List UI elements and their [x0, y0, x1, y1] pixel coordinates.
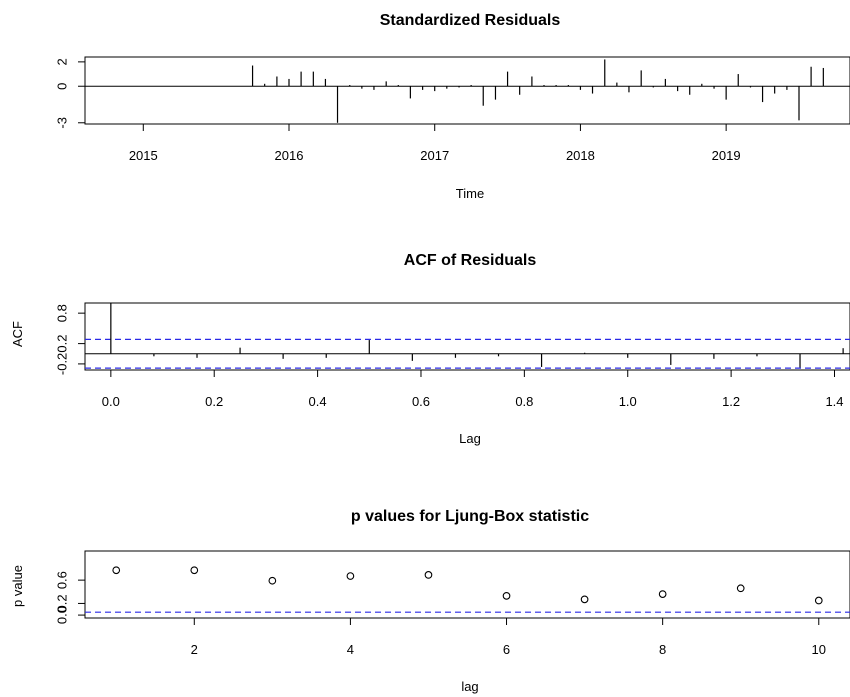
p-value-point — [502, 592, 511, 600]
ljung-box-ylabel: p value — [10, 565, 25, 607]
residuals-x-tick-label: 2017 — [420, 148, 449, 163]
acf-x-tick-label: 0.2 — [205, 394, 223, 409]
residuals-y-tick-label: -3 — [55, 117, 70, 129]
acf-panel: ACF of Residuals Lag ACF 0.0 0.2 0.4 0.6 0.8… — [10, 252, 850, 446]
residuals-x-tick-label: 2018 — [566, 148, 595, 163]
ljung-box-plot-frame — [84, 550, 850, 619]
p-value-point — [658, 590, 667, 598]
p-value-point — [736, 584, 745, 593]
ljung-box-y-tick-label: 0.6 — [55, 571, 70, 589]
p-value-point — [814, 596, 823, 605]
p-value-point — [112, 566, 121, 575]
standardized-residuals-title: Standardized Residuals — [380, 12, 561, 29]
acf-x-tick-label: 1.2 — [722, 394, 740, 409]
ljung-box-x-tick-label: 8 — [659, 642, 666, 657]
residuals-plot-frame — [84, 56, 850, 125]
acf-xlabel: Lag — [459, 431, 481, 446]
standardized-residuals-panel: Standardized Residuals Time 2015 2016 2017… — [55, 12, 850, 201]
p-value-point — [580, 595, 589, 604]
ljung-box-x-tick-label: 2 — [191, 642, 198, 657]
standardized-residuals-xlabel: Time — [456, 186, 484, 201]
p-value-point — [346, 572, 355, 580]
acf-y-tick-label: 0.8 — [55, 304, 70, 322]
acf-x-tick-label: 0.0 — [102, 394, 120, 409]
acf-x-tick-label: 1.0 — [619, 394, 637, 409]
ljung-box-xlabel: lag — [461, 679, 478, 694]
ljung-box-x-tick-label: 6 — [503, 642, 510, 657]
residuals-x-tick-label: 2015 — [129, 148, 158, 163]
ljung-box-panel: p values for Ljung-Box statistic lag p v… — [10, 508, 850, 694]
acf-x-tick-label: 0.8 — [515, 394, 533, 409]
ljung-box-title: p values for Ljung-Box statistic — [351, 508, 589, 525]
acf-x-tick-label: 1.4 — [825, 394, 843, 409]
acf-ylabel: ACF — [10, 321, 25, 347]
p-value-point — [268, 576, 277, 585]
residuals-y-tick-label: 2 — [55, 58, 70, 65]
residuals-x-tick-label: 2016 — [275, 148, 304, 163]
acf-plot-frame — [84, 302, 850, 371]
acf-y-tick-label: -0.2 — [55, 353, 70, 375]
residuals-x-tick-label: 2019 — [712, 148, 741, 163]
ljung-box-y-tick-label: 0.2 — [55, 594, 70, 612]
acf-x-tick-label: 0.6 — [412, 394, 430, 409]
ljung-box-x-tick-label: 4 — [347, 642, 354, 657]
ljung-box-y-tick-label: 0.0 — [55, 606, 70, 624]
p-value-point — [424, 571, 433, 579]
acf-title: ACF of Residuals — [404, 252, 537, 269]
residuals-y-tick-label: 0 — [55, 83, 70, 90]
acf-x-tick-label: 0.4 — [309, 394, 327, 409]
ljung-box-x-tick-label: 10 — [812, 642, 826, 657]
acf-y-tick-label: 0.2 — [55, 335, 70, 353]
p-value-point — [190, 566, 199, 575]
